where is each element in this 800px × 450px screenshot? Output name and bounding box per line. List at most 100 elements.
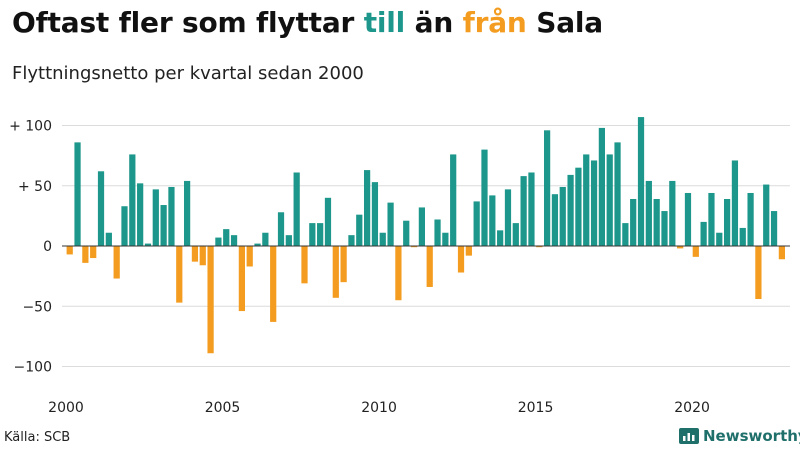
bar xyxy=(332,246,339,298)
bar xyxy=(66,246,73,255)
bar xyxy=(262,232,269,246)
bar xyxy=(97,171,105,246)
bar xyxy=(442,232,449,246)
bar xyxy=(395,246,402,301)
bar xyxy=(105,232,112,246)
bar xyxy=(473,201,480,246)
bar xyxy=(731,160,739,246)
bar xyxy=(536,246,543,248)
bar xyxy=(590,160,598,246)
bar xyxy=(90,246,97,259)
bar xyxy=(575,167,582,246)
bar xyxy=(763,184,770,246)
bar xyxy=(113,246,120,279)
bar xyxy=(356,214,363,246)
bar xyxy=(238,246,245,312)
x-tick-label: 2000 xyxy=(48,400,84,416)
bar xyxy=(418,207,425,246)
bar xyxy=(215,237,222,246)
bar xyxy=(199,246,206,266)
bar xyxy=(434,219,441,246)
bar xyxy=(403,220,410,246)
bar xyxy=(598,127,605,246)
bar xyxy=(387,202,394,246)
bar xyxy=(144,243,152,246)
chart-title: Oftast fler som flyttar till än från Sal… xyxy=(12,6,603,39)
bar xyxy=(700,221,707,246)
x-tick-label: 2010 xyxy=(361,400,397,416)
bar xyxy=(285,235,292,246)
bar xyxy=(230,235,238,246)
bar xyxy=(739,227,746,246)
bar xyxy=(379,232,386,246)
bar xyxy=(559,186,566,246)
title-word-till: till xyxy=(363,6,406,39)
bar xyxy=(583,154,590,246)
bar xyxy=(692,246,699,257)
bar xyxy=(74,142,81,246)
bar xyxy=(669,180,676,246)
bar xyxy=(191,246,199,262)
bar xyxy=(567,174,574,246)
bar xyxy=(277,212,285,246)
bar xyxy=(223,229,230,246)
bar xyxy=(489,195,496,246)
bar xyxy=(630,199,637,246)
bar xyxy=(207,246,214,354)
bar xyxy=(778,246,785,260)
chart-subtitle: Flyttningsnetto per kvartal sedan 2000 xyxy=(12,63,364,84)
bar xyxy=(301,246,308,284)
y-tick-label: + 50 xyxy=(18,179,52,195)
bar xyxy=(481,149,488,246)
bar xyxy=(747,192,754,246)
bar xyxy=(606,154,613,246)
bar xyxy=(152,189,159,246)
bar xyxy=(512,223,519,246)
bar xyxy=(653,199,660,246)
bar xyxy=(137,183,144,246)
title-word-fran: från xyxy=(462,6,527,39)
y-tick-label: −100 xyxy=(14,360,52,376)
newsworthy-logo-icon xyxy=(679,428,699,444)
brand-logo: Newsworthy xyxy=(679,426,800,446)
x-tick-label: 2020 xyxy=(674,400,710,416)
bar xyxy=(168,186,175,246)
title-word-1: Oftast fler som flyttar xyxy=(12,6,355,39)
bar xyxy=(371,182,379,246)
bar xyxy=(183,180,191,246)
bar xyxy=(716,232,723,246)
bar xyxy=(246,246,253,267)
bar xyxy=(614,142,621,246)
bar xyxy=(520,176,527,246)
x-tick-label: 2005 xyxy=(205,400,241,416)
bar xyxy=(254,243,261,246)
title-word-5: Sala xyxy=(536,6,603,39)
bar xyxy=(348,235,355,246)
bar xyxy=(363,170,371,246)
bar xyxy=(708,192,715,246)
bar xyxy=(426,246,433,287)
bar xyxy=(465,246,472,256)
source-note: Källa: SCB xyxy=(4,430,71,445)
y-tick-label: 0 xyxy=(43,239,52,255)
y-tick-label: + 100 xyxy=(9,119,52,135)
bar xyxy=(293,172,300,246)
y-tick-label: −50 xyxy=(22,299,52,315)
bar xyxy=(309,223,316,246)
bar xyxy=(129,154,136,246)
bar xyxy=(677,246,684,249)
title-word-3: än xyxy=(414,6,454,39)
bar xyxy=(270,246,277,322)
bar xyxy=(457,246,465,273)
bar xyxy=(770,211,778,246)
bar xyxy=(622,223,629,246)
bar xyxy=(340,246,347,283)
bar xyxy=(661,211,668,246)
bar xyxy=(324,197,332,246)
bar xyxy=(176,246,183,303)
bar xyxy=(551,194,559,246)
x-tick-label: 2015 xyxy=(518,400,554,416)
bar xyxy=(637,117,645,246)
bar xyxy=(160,205,167,246)
